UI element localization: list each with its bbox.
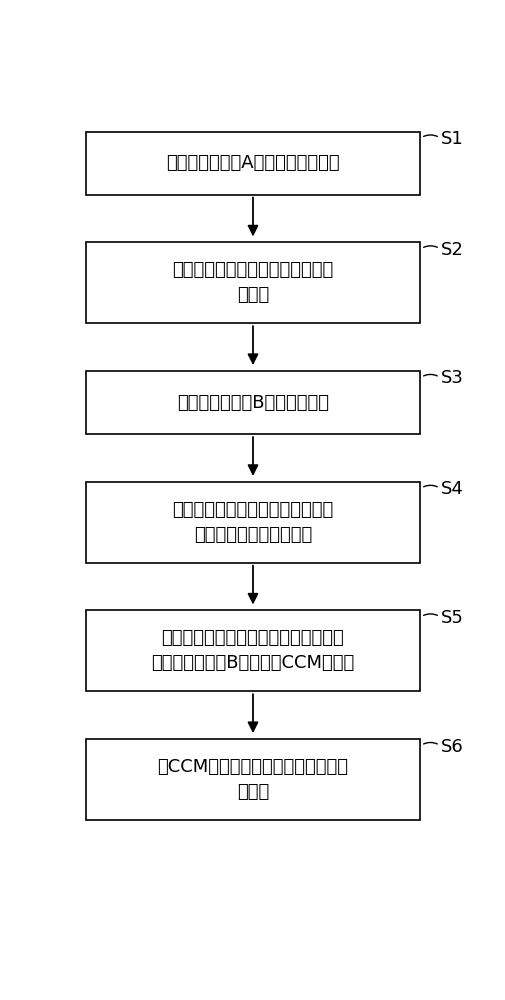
Bar [86,482,420,563]
Text: S1: S1 [441,130,464,148]
Bar [86,371,420,434]
Text: 对CCM膜电极采用第三预定温度进一
步烘烤: 对CCM膜电极采用第三预定温度进一 步烘烤 [158,758,348,801]
Bar [86,739,420,820]
Text: 揭去质子交换膜B面上的保护膜: 揭去质子交换膜B面上的保护膜 [177,394,329,412]
Text: S5: S5 [441,609,464,627]
Text: 在压合辊的配合下，将第二催化层转移
至质子交换膜的B面，构成CCM膜电极: 在压合辊的配合下，将第二催化层转移 至质子交换膜的B面，构成CCM膜电极 [152,629,355,672]
Bar [86,610,420,691]
Text: 在转移辊上涂布第二催化层，通过
转移辊对第二催化层加热: 在转移辊上涂布第二催化层，通过 转移辊对第二催化层加热 [172,501,334,544]
Text: S6: S6 [441,738,464,756]
Text: S2: S2 [441,241,464,259]
Text: S4: S4 [441,480,464,498]
Bar [86,242,420,323]
Text: S3: S3 [441,369,464,387]
Text: 在质子交换膜的A面涂布第一催化层: 在质子交换膜的A面涂布第一催化层 [166,154,340,172]
Text: 采用第一预定温度对第一催化层进
行烘烤: 采用第一预定温度对第一催化层进 行烘烤 [172,261,334,304]
Bar [86,132,420,195]
